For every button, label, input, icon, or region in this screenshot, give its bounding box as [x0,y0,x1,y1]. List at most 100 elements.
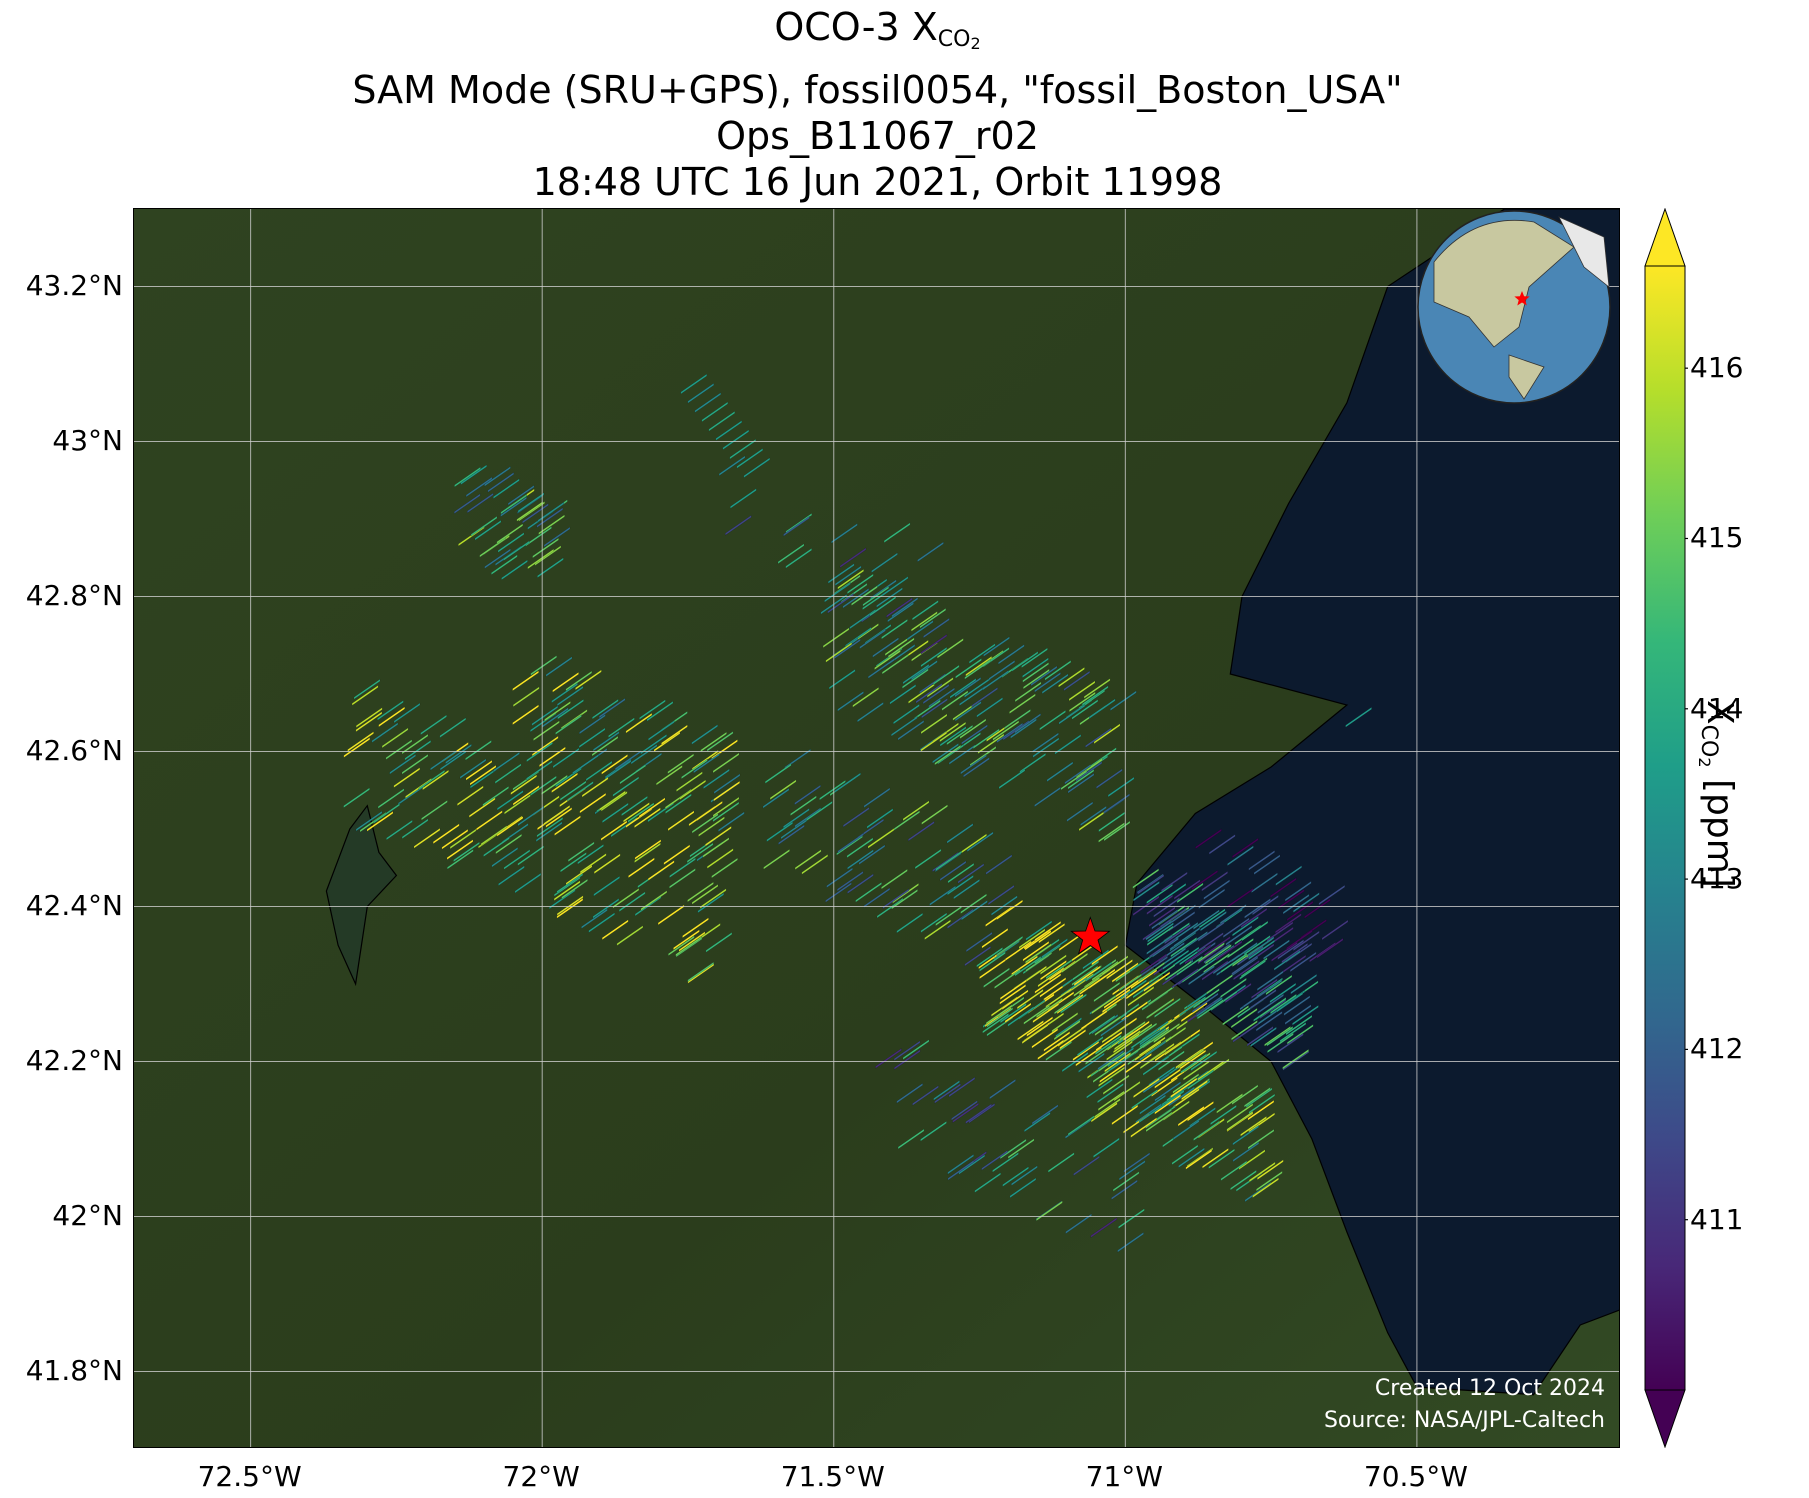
xco2-sounding [718,455,746,477]
xco2-sounding [536,507,564,529]
xco2-sounding [1022,657,1049,679]
xco2-sounding [484,465,511,487]
xco2-sounding [1010,718,1037,739]
xco2-sounding [676,771,703,793]
xco2-sounding [712,752,740,774]
xco2-sounding [1198,888,1225,910]
xco2-sounding [702,837,730,858]
xco2-sounding [484,548,511,570]
xco2-sounding [1138,1102,1166,1124]
xco2-sounding [953,878,980,900]
xco2-sounding [1023,668,1050,690]
xco2-sounding [1145,1111,1173,1133]
xco2-sounding [1220,1160,1248,1182]
xco2-sounding [976,946,1003,968]
xco2-sounding [432,823,460,845]
xco2-sounding [536,816,564,838]
xco2-sounding [1265,974,1293,996]
credit-created: Created 12 Oct 2024 [1374,1376,1605,1401]
xco2-sounding [616,925,644,947]
xco2-sounding [966,831,994,853]
xco2-sounding [1040,954,1067,976]
xco2-sounding [828,668,856,690]
xco2-sounding [351,684,379,706]
xco2-sounding [510,774,537,796]
xco2-sounding [445,743,472,765]
xco2-sounding [1164,1035,1191,1056]
longitude-tick-label: 70.5°W [1363,1460,1468,1493]
xco2-sounding [1100,1016,1127,1038]
xco2-sounding [1068,680,1096,702]
xco2-sounding [783,515,810,537]
map-canvas [134,209,1619,1447]
xco2-sounding [794,849,822,871]
xco2-sounding [1170,936,1197,958]
xco2-sounding [1130,1117,1157,1139]
xco2-sounding [1014,955,1042,977]
xco2-sounding [1345,706,1372,728]
xco2-sounding [1206,973,1233,995]
xco2-sounding [1246,1025,1274,1047]
xco2-sounding [952,1102,979,1124]
xco2-sounding [551,772,578,794]
xco2-sounding [1248,1161,1276,1183]
xco2-sounding [1249,988,1277,1010]
xco2-sounding [1019,752,1046,774]
xco2-sounding [465,759,493,781]
xco2-sounding [1200,910,1227,932]
xco2-sounding [501,559,528,581]
xco2-sounding [1146,925,1174,947]
xco2-sounding [1216,1092,1243,1114]
xco2-sounding [1034,920,1062,942]
xco2-sounding [1112,1171,1140,1192]
xco2-sounding [612,887,640,909]
xco2-sounding [960,893,987,915]
xco2-sounding [981,927,1009,949]
xco2-sounding [531,705,559,727]
xco2-sounding [1251,978,1278,1000]
graticule [134,209,1619,1447]
xco2-sounding [1072,960,1099,981]
xco2-sounding [1146,998,1173,1020]
xco2-sounding [1226,1102,1254,1124]
xco2-sounding [512,784,540,806]
xco2-sounding [552,747,580,769]
xco2-sounding [891,596,919,618]
latitude-tick-label: 42.4°N [25,888,123,922]
xco2-sounding [687,382,715,404]
xco2-sounding [556,895,584,917]
map-panel[interactable]: Created 12 Oct 2024 Source: NASA/JPL-Cal… [133,208,1620,1448]
xco2-sounding [1025,920,1053,942]
xco2-sounding [1231,1084,1259,1106]
xco2-sounding [1067,1115,1095,1137]
xco2-sounding [1191,869,1218,891]
xco2-sounding [1075,761,1103,782]
xco2-sounding [867,658,895,679]
xco2-sounding [1073,976,1100,998]
xco2-sounding [834,565,862,587]
xco2-sounding [1039,977,1067,998]
xco2-sounding [634,807,661,829]
colorbar-tick-label: 416 [1690,351,1744,385]
xco2-sounding [1255,1010,1283,1032]
xco2-sounding [1158,1050,1185,1072]
xco2-sounding [718,811,745,833]
xco2-sounding [826,867,853,889]
xco2-sounding [1044,659,1072,681]
xco2-sounding [1088,1014,1116,1036]
xco2-sounding [919,607,947,629]
xco2-sounding [1110,690,1137,712]
xco2-sounding [982,669,1009,691]
xco2-sounding [1114,1029,1141,1051]
latitude-tick-label: 41.8°N [25,1353,123,1387]
xco2-sounding [1090,1101,1118,1123]
xco2-sounding [974,1172,1001,1194]
xco2-sounding [825,881,852,903]
xco2-sounding [932,742,959,764]
xco2-sounding [493,751,520,773]
xco2-sounding [1066,801,1094,823]
xco2-sounding [1142,1072,1170,1094]
xco2-sounding [971,686,998,708]
xco2-sounding [884,635,912,657]
xco2-sounding [1222,1004,1249,1026]
